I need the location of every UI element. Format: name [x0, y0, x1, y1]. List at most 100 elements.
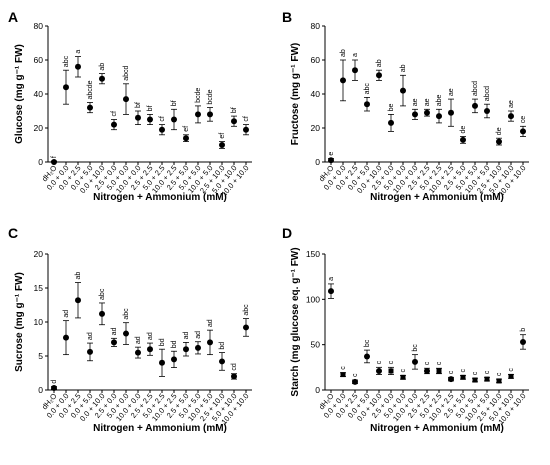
data-point	[51, 159, 57, 165]
data-point	[159, 126, 165, 133]
y-tick-label: 20	[34, 249, 44, 259]
significance-letter: abc	[63, 55, 70, 67]
data-point	[448, 109, 454, 116]
significance-letter: c	[340, 366, 347, 370]
y-tick-label: 60	[34, 55, 44, 65]
data-point	[520, 128, 526, 135]
data-point	[183, 346, 189, 353]
significance-letter: a	[352, 53, 359, 57]
data-point	[195, 111, 201, 118]
data-point	[508, 113, 514, 120]
data-point	[496, 378, 502, 384]
y-tick-label: 0	[315, 385, 320, 395]
significance-letter: ad	[147, 332, 154, 340]
y-tick-label: 20	[34, 123, 44, 133]
data-point	[460, 374, 466, 380]
data-point	[195, 344, 201, 351]
data-point	[484, 376, 490, 382]
data-point	[340, 77, 346, 84]
data-point	[484, 108, 490, 114]
significance-letter: c	[472, 371, 479, 375]
y-tick-label: 150	[306, 249, 320, 259]
significance-letter: c	[436, 361, 443, 365]
y-tick-label: 80	[311, 21, 321, 31]
panel-d: D 0 50 100 150 Starch (mg glucose eq. g⁻¹ FW)…	[282, 225, 529, 434]
data-point	[159, 359, 165, 366]
data-point	[111, 121, 117, 128]
significance-letter: c	[448, 370, 455, 374]
significance-letter: ad	[207, 319, 214, 327]
y-tick-label: 10	[34, 317, 44, 327]
data-point	[147, 346, 153, 353]
data-point	[123, 96, 129, 103]
significance-letter: ef	[219, 133, 226, 139]
significance-letter: bf	[171, 100, 178, 106]
data-point	[436, 113, 442, 120]
significance-letter: bd	[219, 342, 226, 350]
data-point	[412, 358, 418, 365]
significance-letter: c	[496, 372, 503, 376]
significance-letter: ef	[183, 126, 190, 132]
significance-letter: d	[51, 380, 58, 384]
significance-letter: abc	[364, 83, 371, 95]
significance-letter: cd	[231, 363, 238, 371]
panel-letter: A	[8, 9, 18, 25]
significance-letter: c	[460, 368, 467, 372]
significance-letter: ae	[448, 88, 455, 96]
significance-letter: ad	[135, 336, 142, 344]
significance-letter: ab	[340, 49, 347, 57]
data-point	[147, 116, 153, 123]
significance-letter: abc	[123, 308, 130, 320]
significance-letter: a	[75, 50, 82, 54]
data-point	[63, 334, 69, 341]
panel-c: C 0 5 10 15 20 Sucrose (mg g⁻¹ FW) Nitrogen + A…	[8, 225, 252, 434]
y-tick-label: 0	[38, 385, 43, 395]
significance-letter: c	[400, 368, 407, 372]
data-point	[111, 339, 117, 346]
significance-letter: a	[328, 277, 335, 281]
significance-letter: abcd	[472, 81, 479, 96]
y-tick-label: 80	[34, 21, 44, 31]
y-tick-label: 0	[315, 157, 320, 167]
significance-letter: c	[424, 361, 431, 365]
significance-letter: e	[328, 152, 335, 156]
data-point	[376, 72, 382, 79]
data-point	[75, 63, 81, 70]
data-point	[328, 157, 334, 164]
panel-letter: B	[282, 9, 292, 25]
data-point	[99, 310, 105, 317]
significance-letter: c	[508, 368, 515, 372]
significance-letter: ab	[99, 63, 106, 71]
data-point	[123, 330, 129, 337]
significance-letter: bc	[412, 344, 419, 352]
significance-letter: ad	[195, 331, 202, 339]
significance-letter: c	[388, 360, 395, 364]
panel-letter: C	[8, 225, 18, 241]
significance-letter: be	[388, 104, 395, 112]
y-tick-label: 60	[311, 55, 321, 65]
significance-letter: cf	[111, 111, 118, 117]
significance-letter: abc	[243, 304, 250, 316]
data-point	[448, 376, 454, 383]
significance-letter: b	[520, 328, 527, 332]
significance-letter: ae	[508, 100, 515, 108]
data-point	[207, 111, 213, 118]
data-point	[51, 384, 57, 391]
data-point	[340, 372, 346, 378]
significance-letter: bf	[135, 102, 142, 108]
significance-letter: bf	[147, 106, 154, 112]
data-point	[472, 102, 478, 109]
significance-letter: ab	[75, 272, 82, 280]
y-tick-label: 100	[306, 294, 320, 304]
data-point	[460, 136, 466, 143]
significance-letter: cf	[159, 116, 166, 122]
significance-letter: abcde	[87, 80, 94, 99]
x-axis-label: Nitrogen + Ammonium (mM)	[93, 423, 227, 434]
significance-letter: ab	[400, 64, 407, 72]
data-point	[183, 135, 189, 142]
significance-letter: bcde	[207, 89, 214, 104]
data-point	[424, 367, 430, 374]
panel-b: B 0 20 40 60 80 Fructose (mg g⁻¹ FW) Nitrogen +…	[282, 9, 529, 203]
significance-letter: c	[376, 360, 383, 364]
y-tick-label: 20	[311, 123, 321, 133]
